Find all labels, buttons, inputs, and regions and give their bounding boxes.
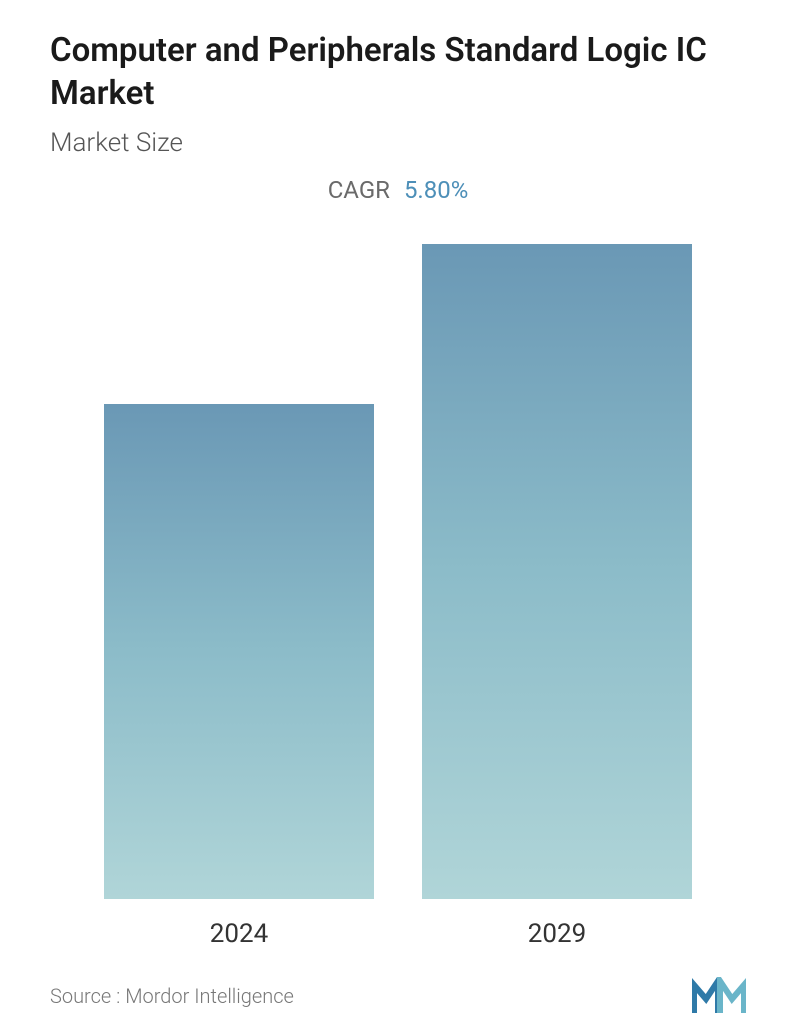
footer: Source : Mordor Intelligence [50, 967, 746, 1015]
cagr-value: 5.80% [404, 176, 468, 204]
bar-1 [422, 244, 692, 899]
subtitle: Market Size [50, 128, 746, 158]
bar-group-0: 2024 [104, 404, 374, 949]
logo-icon [692, 977, 746, 1015]
bar-0 [104, 404, 374, 899]
source-text: Source : Mordor Intelligence [50, 984, 294, 1008]
bar-label-1: 2029 [528, 919, 586, 949]
bar-label-0: 2024 [210, 919, 268, 949]
cagr-row: CAGR 5.80% [50, 176, 746, 204]
cagr-label: CAGR [328, 176, 390, 204]
page-title: Computer and Peripherals Standard Logic … [50, 30, 746, 116]
chart-area: 2024 2029 [50, 244, 746, 949]
bar-group-1: 2029 [422, 244, 692, 949]
chart-container: Computer and Peripherals Standard Logic … [0, 0, 796, 1034]
